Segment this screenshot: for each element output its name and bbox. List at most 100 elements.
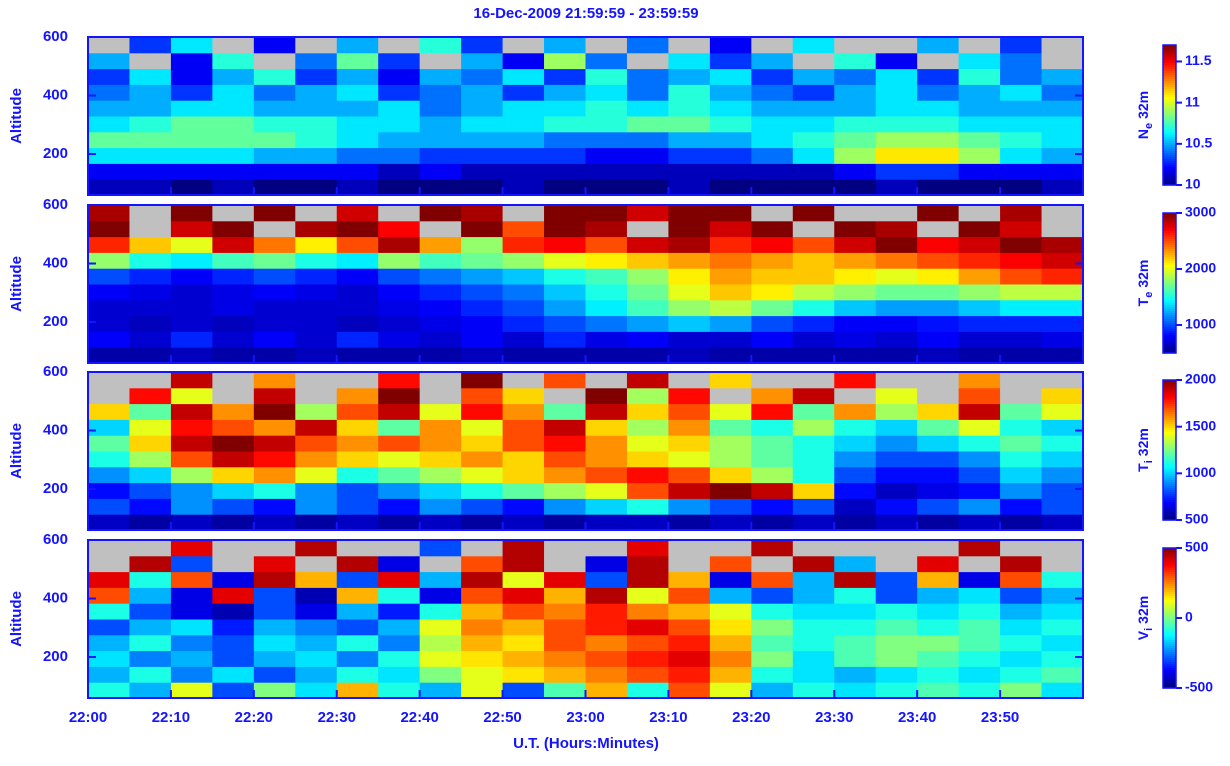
heatmap-cell xyxy=(295,116,338,133)
heatmap-cell xyxy=(170,116,213,133)
heatmap-cell xyxy=(295,634,338,652)
missing-cell xyxy=(792,372,835,389)
missing-cell xyxy=(875,372,918,389)
colorbar-swatch xyxy=(1163,588,1176,591)
missing-cell xyxy=(544,540,586,557)
heatmap-cell xyxy=(1041,236,1084,253)
heatmap-cell xyxy=(875,220,918,238)
heatmap-cell xyxy=(378,619,421,636)
x-tick-label: 22:10 xyxy=(152,709,190,726)
heatmap-cell xyxy=(585,68,628,85)
heatmap-cell xyxy=(419,284,462,301)
colorbar-swatch xyxy=(1163,113,1176,116)
heatmap-cell xyxy=(668,131,711,149)
heatmap-cell xyxy=(751,131,794,149)
heatmap-cell xyxy=(1041,331,1084,348)
heatmap-cell xyxy=(88,682,130,699)
heatmap-cell xyxy=(626,403,669,420)
heatmap-cell xyxy=(1041,466,1084,484)
heatmap-cell xyxy=(461,131,504,149)
heatmap-cell xyxy=(170,482,213,499)
heatmap-cell xyxy=(709,466,752,484)
heatmap-cell xyxy=(502,347,545,364)
heatmap-cell xyxy=(834,84,877,101)
missing-cell xyxy=(834,37,877,54)
heatmap-cell xyxy=(88,435,130,452)
heatmap-cell xyxy=(668,682,711,699)
heatmap-cell xyxy=(958,540,1001,557)
colorbar-swatch xyxy=(1163,470,1176,473)
heatmap-cell xyxy=(668,68,711,85)
missing-cell xyxy=(502,205,545,222)
colorbar-swatch xyxy=(1163,323,1176,326)
colorbar-swatch xyxy=(1163,548,1176,551)
heatmap-cell xyxy=(544,205,586,222)
missing-cell xyxy=(544,387,586,405)
heatmap-cell xyxy=(378,84,421,101)
heatmap-cell xyxy=(751,236,794,253)
heatmap-cell xyxy=(709,163,752,180)
heatmap-cell xyxy=(668,403,711,420)
heatmap-cell xyxy=(129,666,172,683)
heatmap-cell xyxy=(129,315,172,332)
colorbar-swatch xyxy=(1163,640,1176,643)
colorbar-swatch xyxy=(1163,392,1176,395)
heatmap-cell xyxy=(378,147,421,164)
heatmap-cell xyxy=(419,331,462,348)
heatmap-cell xyxy=(792,147,835,164)
heatmap-cell xyxy=(378,571,421,588)
heatmap-cell xyxy=(295,147,338,164)
heatmap-cell xyxy=(170,682,213,699)
heatmap-cell xyxy=(212,116,255,133)
colorbar-label-suffix: 32m xyxy=(1135,260,1151,288)
missing-cell xyxy=(253,540,296,557)
heatmap-cell xyxy=(834,466,877,484)
heatmap-cell xyxy=(958,116,1001,133)
heatmap-cell xyxy=(336,435,379,452)
colorbar-swatch xyxy=(1163,339,1176,342)
colorbar-swatch xyxy=(1163,75,1176,78)
colorbar-swatch xyxy=(1163,329,1176,332)
heatmap-cell xyxy=(336,236,379,253)
heatmap-cell xyxy=(212,347,255,364)
colorbar-swatch xyxy=(1163,263,1176,266)
colorbar-swatch xyxy=(1163,400,1176,403)
colorbar-swatch xyxy=(1163,680,1176,683)
heatmap-cell xyxy=(917,419,960,436)
heatmap-cell xyxy=(544,268,586,285)
y-tick-label: 600 xyxy=(43,531,68,548)
heatmap-cell xyxy=(461,52,504,70)
colorbar-tick-label: 10.5 xyxy=(1185,135,1212,151)
colorbar-tick-label: 1000 xyxy=(1185,464,1216,480)
heatmap-cell xyxy=(544,331,586,348)
heatmap-cell xyxy=(129,236,172,253)
colorbar-swatch xyxy=(1163,584,1176,587)
heatmap-cell xyxy=(88,284,130,301)
colorbar-swatch xyxy=(1163,235,1176,238)
colorbar-swatch xyxy=(1163,227,1176,230)
heatmap-cell xyxy=(378,666,421,683)
heatmap-cell xyxy=(626,236,669,253)
heatmap-cell xyxy=(917,347,960,364)
heatmap-cell xyxy=(461,315,504,332)
heatmap-cell xyxy=(792,587,835,604)
heatmap-cell xyxy=(253,435,296,452)
heatmap-cell xyxy=(585,179,628,196)
missing-cell xyxy=(626,220,669,238)
missing-cell xyxy=(668,37,711,54)
heatmap-cell xyxy=(626,514,669,531)
heatmap-cell xyxy=(419,435,462,452)
colorbar-swatch xyxy=(1163,109,1176,112)
heatmap-cell xyxy=(709,451,752,468)
colorbar-frame xyxy=(1162,379,1177,521)
colorbar-swatch xyxy=(1163,159,1176,162)
heatmap-cell xyxy=(792,100,835,117)
heatmap-cell xyxy=(253,116,296,133)
heatmap-cell xyxy=(129,650,172,667)
heatmap-cell xyxy=(544,466,586,484)
y-tick-label: 400 xyxy=(43,589,68,606)
heatmap-cell xyxy=(378,482,421,499)
missing-cell xyxy=(668,540,711,557)
heatmap-cell xyxy=(626,299,669,317)
heatmap-cell xyxy=(544,603,586,620)
